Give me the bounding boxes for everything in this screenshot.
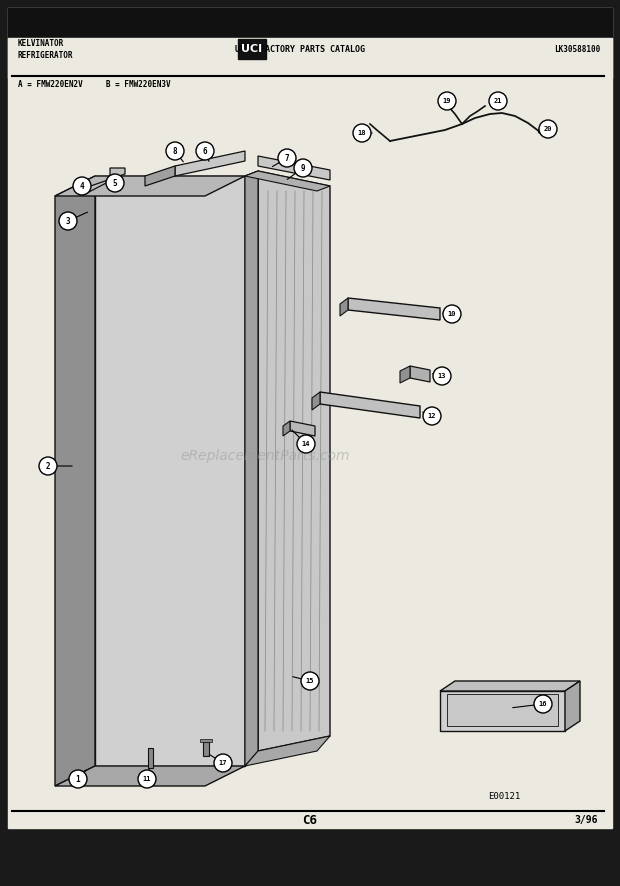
Bar	[203, 742, 209, 756]
Polygon shape	[245, 171, 258, 766]
Polygon shape	[320, 392, 420, 418]
Polygon shape	[145, 166, 175, 186]
Text: 18: 18	[358, 130, 366, 136]
Text: 19: 19	[443, 98, 451, 104]
Text: C6: C6	[303, 813, 317, 827]
Circle shape	[73, 177, 91, 195]
Text: 6: 6	[203, 146, 207, 156]
Polygon shape	[95, 176, 245, 766]
Text: 14: 14	[302, 441, 310, 447]
Text: 9: 9	[301, 164, 305, 173]
Text: 5: 5	[113, 178, 117, 188]
Polygon shape	[175, 151, 245, 176]
Text: 17: 17	[219, 760, 228, 766]
Bar	[238, 39, 266, 59]
Circle shape	[166, 142, 184, 160]
Circle shape	[433, 367, 451, 385]
Polygon shape	[290, 421, 315, 436]
Text: 15: 15	[306, 678, 314, 684]
Text: 20: 20	[544, 126, 552, 132]
Circle shape	[423, 407, 441, 425]
Polygon shape	[565, 681, 580, 731]
Circle shape	[59, 212, 77, 230]
Circle shape	[138, 770, 156, 788]
Text: E00121: E00121	[488, 792, 520, 801]
Polygon shape	[283, 421, 290, 436]
Text: 13: 13	[438, 373, 446, 379]
Polygon shape	[245, 171, 258, 766]
Text: 7: 7	[285, 153, 290, 162]
Circle shape	[353, 124, 371, 142]
Polygon shape	[440, 691, 565, 731]
Text: eReplacementParts.com: eReplacementParts.com	[180, 449, 350, 463]
Polygon shape	[440, 681, 580, 691]
Bar	[8, 8, 612, 38]
Text: 3: 3	[66, 216, 70, 226]
Text: KELVINATOR: KELVINATOR	[18, 38, 64, 48]
Text: 10: 10	[448, 311, 456, 317]
Polygon shape	[258, 156, 330, 180]
Polygon shape	[312, 392, 320, 410]
Circle shape	[438, 92, 456, 110]
Polygon shape	[410, 366, 430, 382]
Circle shape	[196, 142, 214, 160]
Polygon shape	[348, 298, 440, 320]
Text: 2: 2	[46, 462, 50, 470]
Polygon shape	[340, 298, 348, 316]
Polygon shape	[258, 171, 330, 751]
Circle shape	[39, 457, 57, 475]
Circle shape	[539, 120, 557, 138]
Text: 1: 1	[76, 774, 81, 783]
Circle shape	[214, 754, 232, 772]
Circle shape	[534, 695, 552, 713]
Circle shape	[489, 92, 507, 110]
Text: 16: 16	[539, 701, 547, 707]
Text: REFRIGERATOR: REFRIGERATOR	[18, 51, 74, 59]
Circle shape	[69, 770, 87, 788]
Text: UCI  FACTORY PARTS CATALOG: UCI FACTORY PARTS CATALOG	[235, 44, 365, 53]
Circle shape	[106, 174, 124, 192]
Text: 21: 21	[494, 98, 502, 104]
Text: A = FMW220EN2V     B = FMW220EN3V: A = FMW220EN2V B = FMW220EN3V	[18, 80, 170, 89]
Text: 11: 11	[143, 776, 151, 782]
Polygon shape	[55, 766, 245, 786]
Polygon shape	[447, 694, 558, 726]
Polygon shape	[245, 736, 330, 766]
Text: 8: 8	[173, 146, 177, 156]
Text: UCI: UCI	[241, 44, 262, 54]
Polygon shape	[400, 366, 410, 383]
Bar	[200, 739, 212, 742]
Text: 12: 12	[428, 413, 436, 419]
Circle shape	[278, 149, 296, 167]
Text: 4: 4	[80, 182, 84, 190]
Text: LK30588100: LK30588100	[554, 44, 600, 53]
Circle shape	[443, 305, 461, 323]
Polygon shape	[55, 176, 245, 196]
Polygon shape	[85, 168, 125, 194]
Bar	[148, 748, 153, 768]
Circle shape	[301, 672, 319, 690]
Bar	[8, 38, 612, 78]
Polygon shape	[55, 176, 95, 786]
Text: 3/96: 3/96	[575, 815, 598, 825]
Polygon shape	[245, 171, 330, 191]
Circle shape	[294, 159, 312, 177]
Circle shape	[297, 435, 315, 453]
